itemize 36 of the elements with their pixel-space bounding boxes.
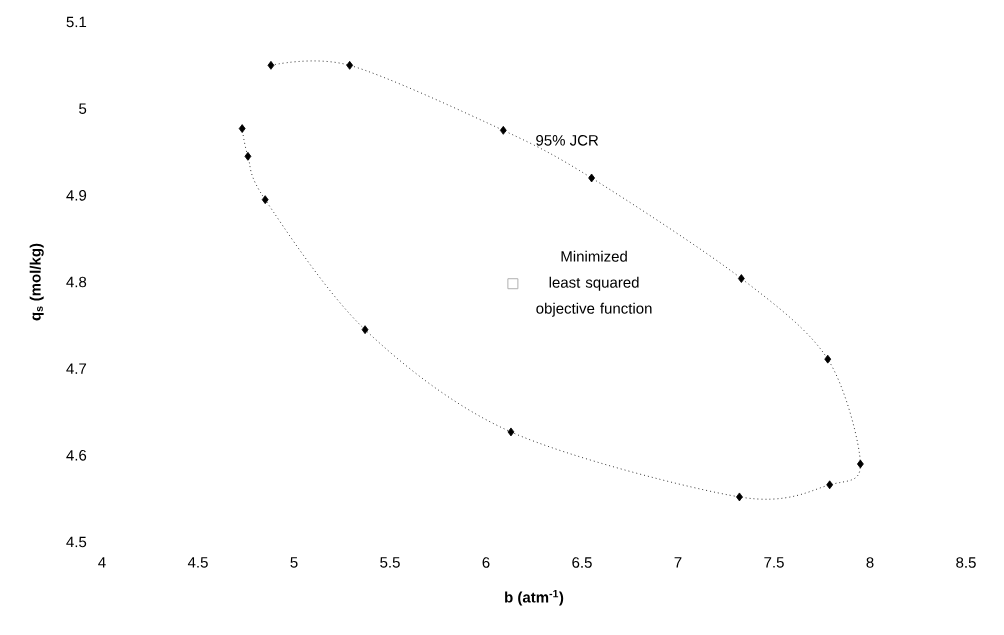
y-tick-label: 5.1	[66, 16, 87, 28]
point	[507, 427, 515, 437]
point	[346, 60, 354, 70]
text: q$_{s}$ (mol/kg)	[29, 243, 44, 321]
x-tick-label: 5.5	[380, 557, 400, 568]
y-tick-label: 4.5	[66, 536, 87, 548]
point	[361, 325, 369, 335]
point	[737, 274, 745, 283]
point	[499, 125, 507, 135]
point	[826, 480, 834, 490]
y-tick-label: 4.8	[66, 276, 87, 288]
x-tick-label: 5	[290, 557, 298, 568]
y-tick-label: 5	[79, 103, 87, 114]
x-tick-label: 8	[866, 557, 874, 568]
x-tick-label: 7.5	[764, 557, 784, 568]
point	[588, 173, 595, 183]
x-tick-label: 8.5	[956, 557, 976, 568]
y-tick-label: 4.6	[66, 450, 87, 461]
point	[736, 492, 743, 502]
x-tick-label: 6	[482, 557, 490, 568]
y-tick-label: 4.9	[66, 190, 87, 201]
point	[857, 459, 864, 469]
series-label: 95% JCR	[536, 135, 599, 146]
point	[261, 195, 269, 205]
point	[238, 124, 246, 133]
point	[244, 151, 252, 161]
series-label: Minimized least squared objective function	[536, 250, 652, 317]
point	[507, 278, 519, 290]
y-tick-label: 4.7	[66, 363, 87, 374]
x-tick-label: 4.5	[187, 557, 208, 568]
point	[824, 354, 832, 364]
x-tick-label: 6.5	[572, 557, 592, 568]
point	[267, 60, 275, 70]
x-tick-label: 4	[98, 557, 106, 568]
x-tick-label: 7	[674, 557, 682, 568]
text: b (atm$^{-1}$)	[505, 590, 564, 606]
